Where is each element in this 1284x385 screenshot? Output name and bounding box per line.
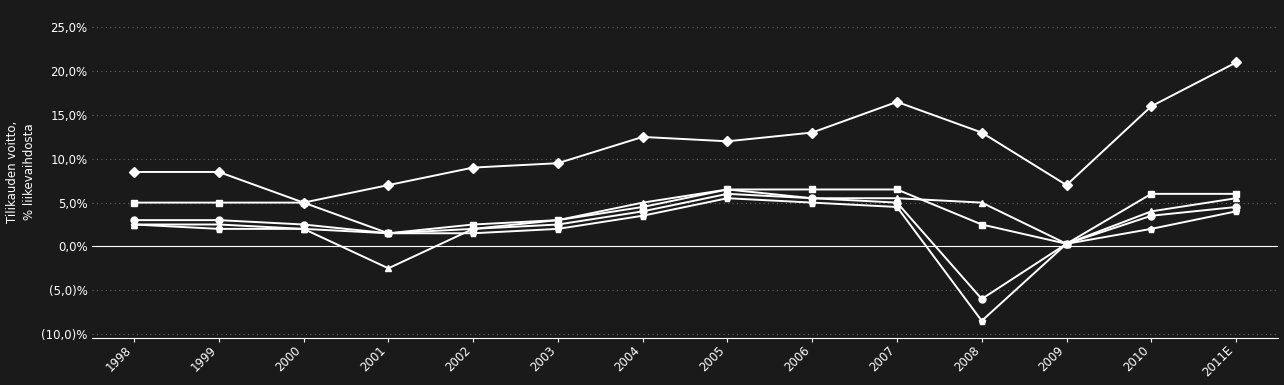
Y-axis label: Tilikauden voitto,
% liikevaihdosta: Tilikauden voitto, % liikevaihdosta [5, 121, 36, 223]
